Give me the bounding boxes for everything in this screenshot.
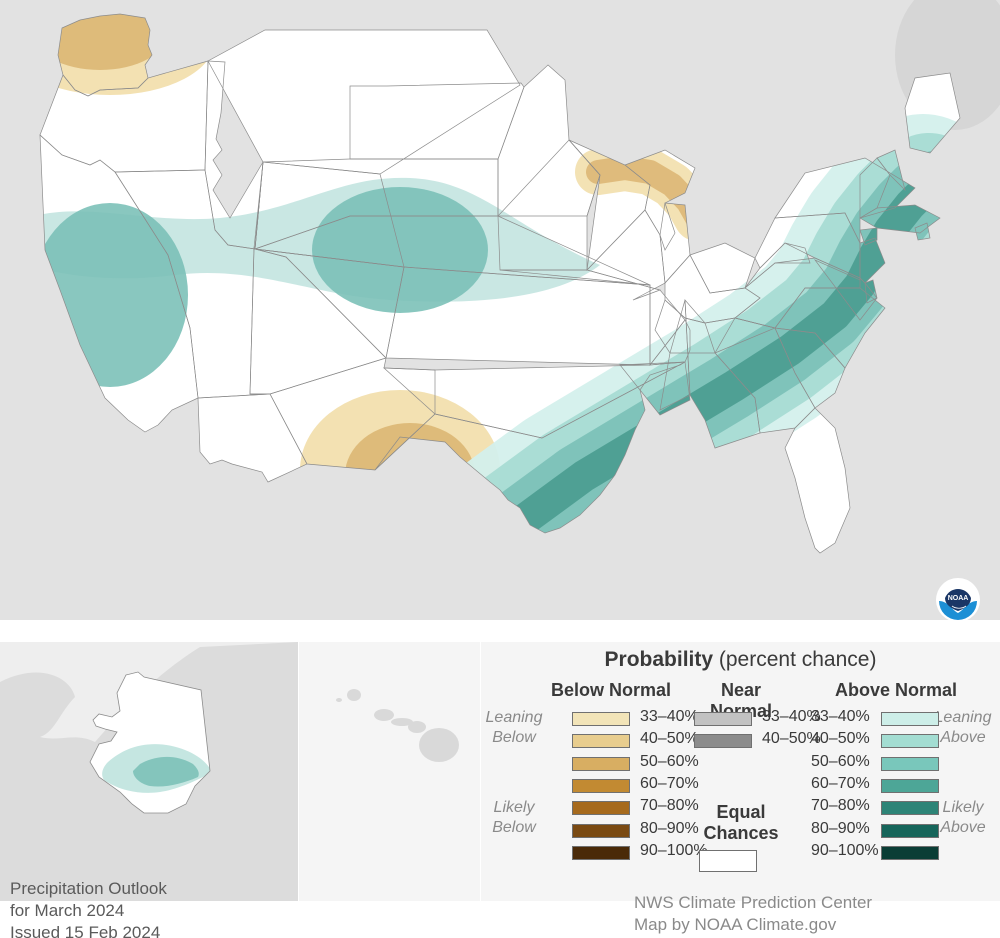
svg-text:NOAA: NOAA: [948, 595, 969, 602]
